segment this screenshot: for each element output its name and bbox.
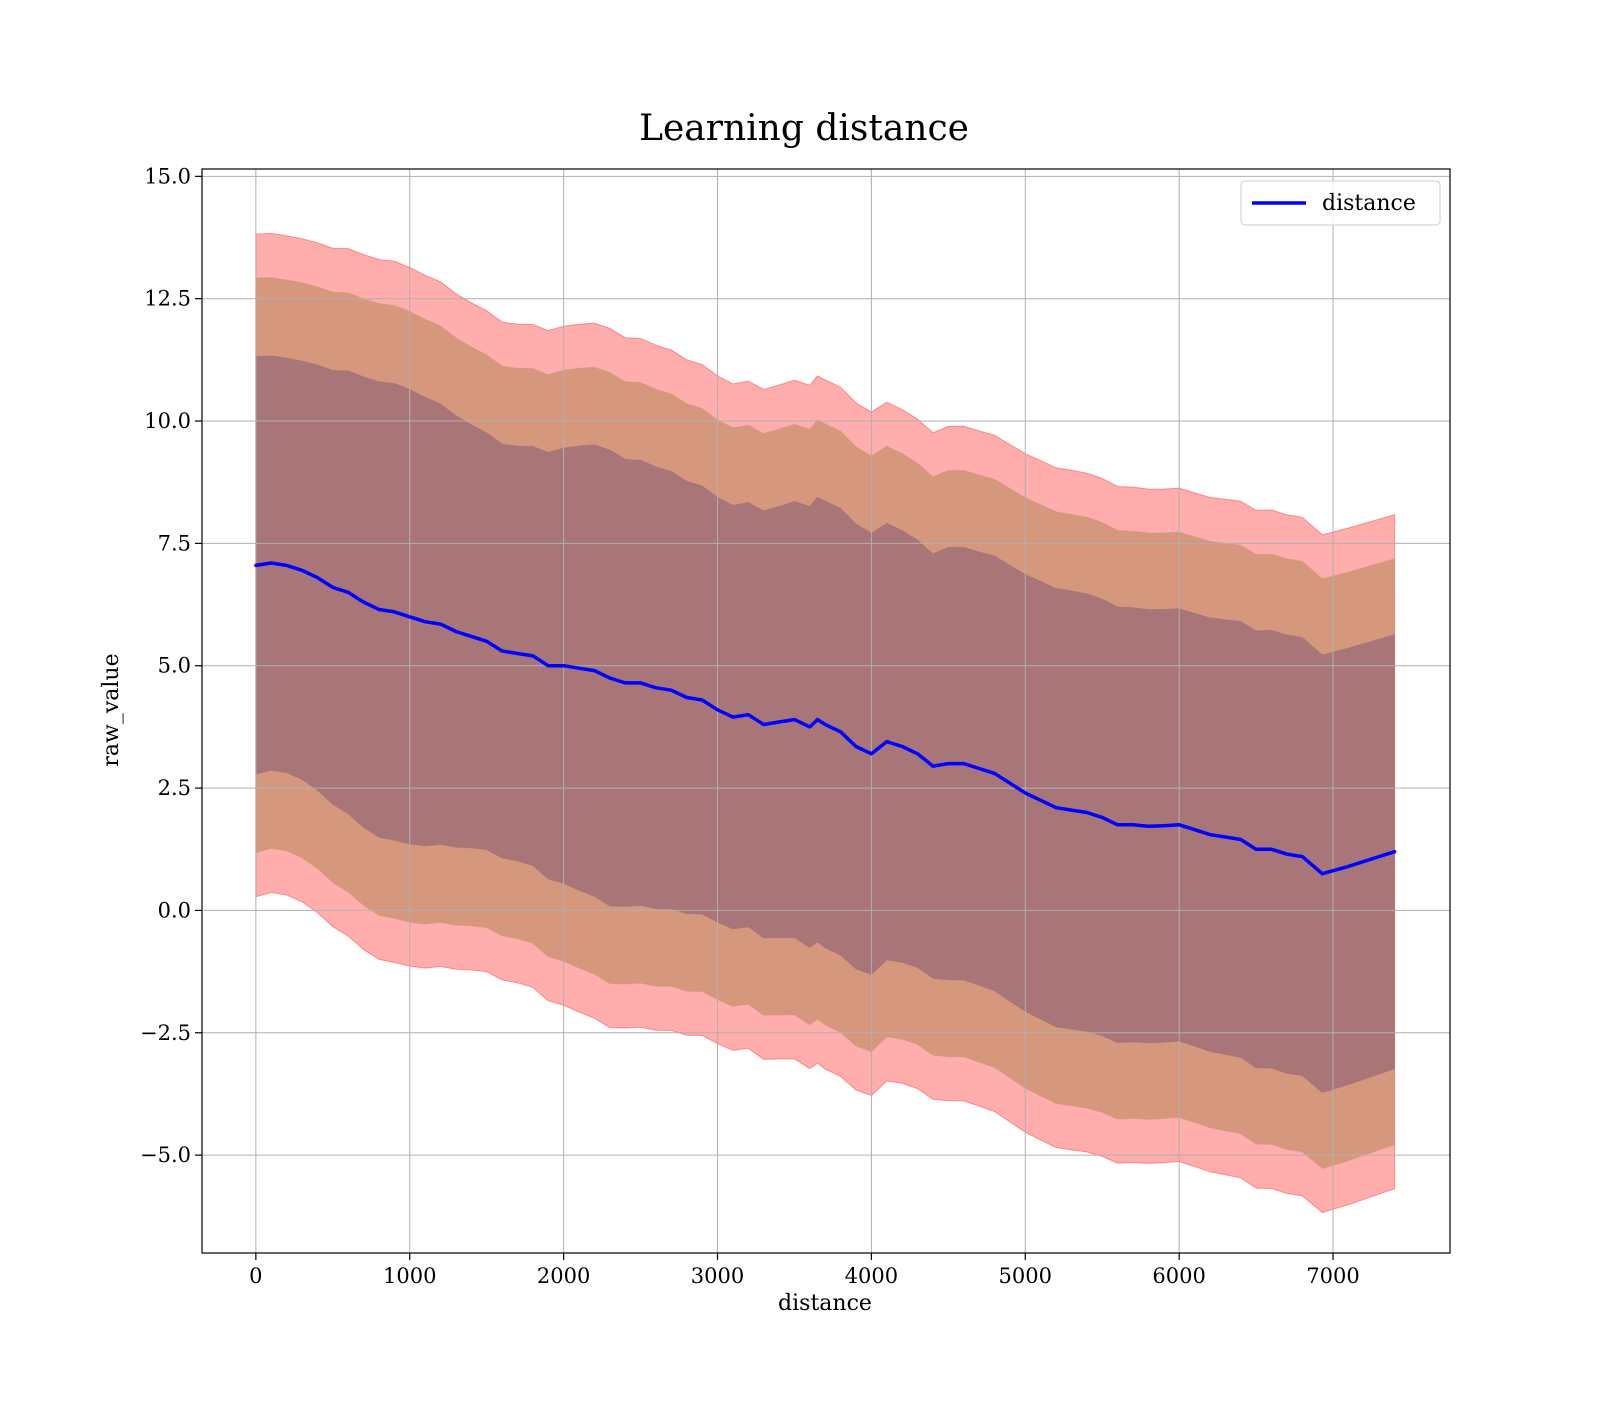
x-tick-label: 5000	[999, 1264, 1052, 1288]
y-tick-label: −5.0	[140, 1143, 191, 1167]
x-axis-label: distance	[778, 1291, 872, 1316]
chart-title: Learning distance	[639, 108, 969, 149]
y-axis-ticks: −5.0 −2.5 0.0 2.5 5.0 7.5 10.0 12.5 15.0	[140, 164, 202, 1167]
y-tick-label: 5.0	[158, 654, 191, 678]
x-tick-label: 2000	[537, 1264, 590, 1288]
y-tick-label: 0.0	[158, 898, 191, 922]
y-tick-label: 10.0	[144, 409, 191, 433]
x-tick-label: 7000	[1306, 1264, 1359, 1288]
x-tick-label: 4000	[845, 1264, 898, 1288]
x-axis-ticks: 0 1000 2000 3000 4000 5000 6000 7000	[249, 1253, 1360, 1288]
legend-label-distance: distance	[1322, 191, 1416, 216]
x-tick-label: 3000	[691, 1264, 744, 1288]
y-tick-label: 12.5	[144, 287, 191, 311]
legend: distance	[1241, 181, 1440, 225]
x-tick-label: 1000	[383, 1264, 436, 1288]
x-tick-label: 6000	[1152, 1264, 1205, 1288]
y-tick-label: −2.5	[140, 1021, 191, 1045]
x-tick-label: 0	[249, 1264, 262, 1288]
y-tick-label: 7.5	[158, 531, 191, 555]
y-axis-label: raw_value	[99, 653, 124, 766]
y-tick-label: 15.0	[144, 164, 191, 188]
y-tick-label: 2.5	[158, 776, 191, 800]
